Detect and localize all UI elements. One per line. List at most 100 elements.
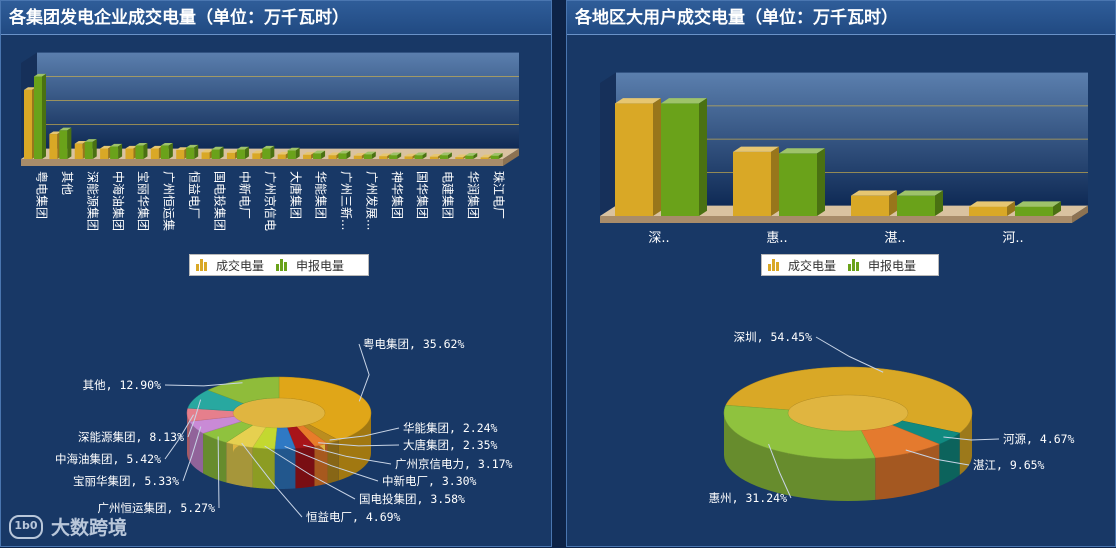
chart-side-wall: [600, 72, 616, 216]
bar-deal: [379, 156, 388, 159]
bar-top: [84, 139, 97, 142]
bar-top: [186, 144, 199, 148]
left-bar-legend[interactable]: 成交电量 申报电量: [189, 254, 369, 276]
bar-declared: [313, 153, 322, 159]
bar-top: [969, 201, 1015, 207]
bar-declared: [59, 130, 68, 159]
donut-side: [252, 447, 275, 489]
donut-side: [274, 448, 296, 489]
legend-item-declared[interactable]: 申报电量: [848, 257, 916, 274]
watermark-text: 大数跨境: [51, 517, 128, 539]
bar-declared: [414, 155, 423, 159]
bar-deal: [24, 89, 32, 159]
bar-top: [252, 150, 265, 154]
bar-side: [295, 147, 300, 159]
bar-top: [313, 150, 326, 154]
chart-floor-side: [1072, 205, 1088, 223]
bar-legend-icon: [196, 259, 210, 271]
bar-side: [699, 98, 707, 216]
leader-line: [815, 336, 884, 373]
bar-top: [226, 150, 239, 153]
bar-legend-icon: [848, 259, 862, 271]
x-tick-label: 广州恒运集: [162, 171, 177, 231]
slice-label: 宝丽华集团, 5.33%: [73, 474, 179, 488]
bar-deal: [969, 206, 1007, 216]
bar-declared: [211, 149, 220, 159]
x-tick-label: 神华集团: [390, 171, 405, 219]
x-tick-label: 广州三新...: [339, 171, 354, 230]
x-tick-label: 河..: [1002, 231, 1023, 246]
bar-side: [498, 153, 503, 159]
donut-side: [189, 421, 204, 474]
leader-line: [303, 444, 392, 465]
x-tick-label: 广州京信电: [263, 171, 277, 231]
leader-line: [905, 449, 970, 466]
legend-label-declared: 申报电量: [868, 258, 917, 273]
bar-declared: [135, 145, 144, 159]
bar-deal: [851, 195, 889, 216]
bar-declared: [490, 155, 499, 159]
leader-line: [187, 399, 202, 438]
slice-label: 中海油集团, 5.42%: [55, 452, 161, 466]
bar-deal: [49, 134, 58, 159]
slice-label: 深能源集团, 8.13%: [78, 430, 184, 444]
bar-top: [490, 153, 503, 156]
slice-label: 深圳, 54.45%: [734, 330, 812, 344]
leader-line: [164, 414, 194, 460]
bar-side: [194, 144, 199, 159]
leader-line: [241, 442, 303, 518]
bar-side: [321, 150, 326, 159]
legend-label-deal: 成交电量: [216, 258, 265, 273]
bar-declared: [236, 149, 245, 159]
bar-top: [59, 127, 72, 131]
bar-side: [92, 139, 97, 159]
legend-item-deal[interactable]: 成交电量: [768, 257, 836, 274]
x-tick-label: 深..: [648, 231, 669, 246]
bar-top: [160, 142, 173, 146]
leader-line: [943, 436, 1000, 441]
watermark-logo-icon: 1b0: [9, 514, 43, 539]
bar-legend-icon: [276, 259, 290, 271]
bar-declared: [1015, 206, 1053, 216]
bar-side: [1007, 201, 1015, 216]
bar-top: [455, 154, 468, 158]
bar-deal: [74, 143, 83, 159]
x-tick-label: 大唐集团: [288, 171, 303, 219]
bar-side: [143, 142, 148, 159]
x-tick-label: 深能源集团: [85, 171, 100, 231]
right-bar-legend[interactable]: 成交电量 申报电量: [761, 254, 939, 276]
bar-declared: [389, 155, 398, 159]
bar-deal: [100, 148, 109, 159]
left-panel-title: 各集团发电企业成交电量（单位：万千瓦时）: [1, 1, 551, 35]
bar-top: [125, 145, 138, 149]
bar-side: [1053, 201, 1061, 216]
bar-deal: [353, 155, 362, 159]
donut-side: [327, 440, 339, 484]
bar-top: [262, 145, 275, 149]
bar-top: [49, 131, 62, 135]
bar-side: [817, 148, 825, 216]
legend-item-declared[interactable]: 申报电量: [276, 257, 344, 274]
bar-top: [277, 151, 290, 155]
bar-side: [371, 151, 376, 159]
bar-side: [397, 152, 402, 159]
right-panel: 各地区大用户成交电量（单位：万千瓦时） 深.. 惠.. 湛.. 河.. 深圳, 54.4…: [566, 0, 1116, 547]
legend-item-deal[interactable]: 成交电量: [196, 257, 264, 274]
slice-label: 广州恒运集团, 5.27%: [98, 501, 216, 515]
x-tick-label: 珠江电厂: [491, 171, 505, 219]
bar-top: [615, 98, 661, 104]
bar-top: [211, 146, 224, 150]
donut-slice: [723, 404, 876, 460]
x-tick-label: 宝丽华集团: [136, 171, 151, 231]
bar-top: [779, 148, 825, 154]
chart-floor-front: [21, 159, 503, 166]
bar-declared: [338, 153, 347, 159]
leader-line: [284, 445, 379, 482]
leader-line: [329, 427, 400, 441]
bar-deal: [201, 152, 210, 159]
x-tick-label: 电建集团: [441, 171, 456, 219]
bar-top: [661, 98, 707, 104]
bar-declared: [160, 145, 169, 159]
bar-top: [338, 150, 351, 154]
bar-deal: [176, 149, 185, 159]
